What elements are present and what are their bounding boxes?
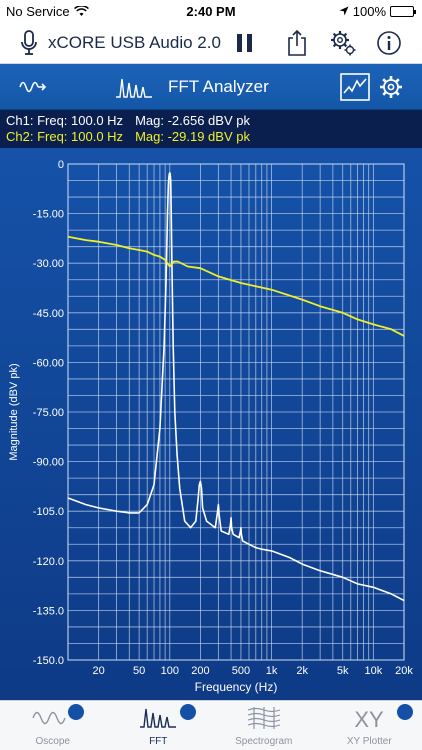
y-tick-label: 0	[58, 159, 64, 171]
oscilloscope-icon	[32, 711, 66, 725]
xy-plotter-icon: XY	[355, 707, 385, 731]
y-tick-label: -135.0	[33, 605, 64, 617]
app-title: xCORE USB Audio 2.0	[48, 33, 221, 52]
x-tick-label: 20k	[395, 665, 413, 677]
y-tick-label: -60.00	[33, 357, 64, 369]
battery-percent: 100%	[352, 4, 386, 19]
info-button[interactable]	[374, 28, 404, 58]
tab-oscope-label: Oscope	[35, 736, 70, 747]
tab-xy-plotter[interactable]: XY XY Plotter	[317, 701, 422, 750]
toolbar-settings-button[interactable]	[378, 74, 404, 105]
location-icon	[339, 4, 349, 19]
trace-view-button[interactable]	[340, 73, 370, 106]
y-tick-label: -30.00	[33, 258, 64, 270]
series-ch2-line	[67, 235, 405, 337]
signal-generator-button[interactable]	[18, 76, 48, 103]
series-ch1-line	[67, 172, 405, 602]
ch1-readout: Ch1: Freq: 100.0 Hz Mag: -2.656 dBV pk	[6, 113, 416, 129]
tab-oscope[interactable]: Oscope	[0, 701, 106, 750]
x-tick-label: 10k	[364, 665, 382, 677]
wifi-icon	[74, 5, 89, 20]
fft-mode-icon	[114, 75, 154, 104]
x-tick-label: 2k	[296, 665, 308, 677]
tab-fft-label: FFT	[149, 736, 168, 747]
fft-chart[interactable]: 0 -15.00 -30.00 -45.00 -60.00 -75.00 -90.00 -10…	[0, 148, 422, 700]
tab-fft[interactable]: FFT	[106, 701, 212, 750]
y-tick-label: -90.00	[33, 457, 64, 469]
fft-toolbar: FFT Analyzer	[0, 64, 422, 110]
tab-spectrogram-label: Spectrogram	[235, 736, 293, 747]
microphone-icon[interactable]	[14, 28, 44, 58]
ch1-freq: Ch1: Freq: 100.0 Hz	[6, 113, 124, 128]
spectrogram-icon	[247, 707, 280, 729]
x-tick-label: 100	[161, 665, 179, 677]
tab-bar: Oscope FFT Spectrogram XY XY Plotter	[0, 700, 422, 750]
battery-icon	[390, 6, 416, 17]
x-tick-label: 50	[133, 665, 145, 677]
svg-text:XY: XY	[355, 707, 385, 731]
x-tick-label: 500	[232, 665, 250, 677]
x-axis-label: Frequency (Hz)	[195, 680, 278, 694]
tab-xy-plotter-label: XY Plotter	[346, 736, 392, 747]
tab-spectrogram[interactable]: Spectrogram	[211, 701, 317, 750]
fft-tab-icon	[140, 708, 177, 728]
x-tick-label: 1k	[266, 665, 278, 677]
carrier-label: No Service	[6, 4, 70, 19]
xy-badge-icon	[396, 704, 413, 720]
settings-button[interactable]	[328, 28, 358, 58]
y-tick-label: -120.0	[33, 556, 64, 568]
fft-badge-icon	[179, 704, 196, 720]
clock: 2:40 PM	[186, 4, 236, 19]
y-tick-label: -15.00	[33, 209, 64, 221]
pause-button[interactable]	[230, 28, 260, 58]
channel-readout: Ch1: Freq: 100.0 Hz Mag: -2.656 dBV pk C…	[0, 110, 422, 148]
status-bar: No Service 2:40 PM 100%	[0, 0, 422, 22]
x-tick-label: 200	[191, 665, 209, 677]
y-tick-label: -45.00	[33, 308, 64, 320]
ch2-freq: Ch2: Freq: 100.0 Hz	[6, 129, 124, 144]
oscope-badge-icon	[68, 704, 84, 720]
fft-chart-svg[interactable]: 0 -15.00 -30.00 -45.00 -60.00 -75.00 -90.00 -10…	[0, 148, 422, 700]
y-tick-label: -105.0	[33, 506, 64, 518]
app-header: xCORE USB Audio 2.0	[0, 22, 422, 64]
share-button[interactable]	[282, 28, 312, 58]
ch2-mag: Mag: -29.19 dBV pk	[135, 129, 250, 144]
toolbar-title: FFT Analyzer	[168, 77, 269, 96]
y-tick-label: -150.0	[33, 655, 64, 667]
ch2-readout: Ch2: Freq: 100.0 Hz Mag: -29.19 dBV pk	[6, 129, 416, 145]
x-tick-label: 5k	[337, 665, 349, 677]
y-tick-label: -75.00	[33, 407, 64, 419]
x-tick-label: 20	[93, 665, 105, 677]
ch1-mag: Mag: -2.656 dBV pk	[135, 113, 250, 128]
y-axis-label: Magnitude (dBV pk)	[8, 363, 20, 460]
